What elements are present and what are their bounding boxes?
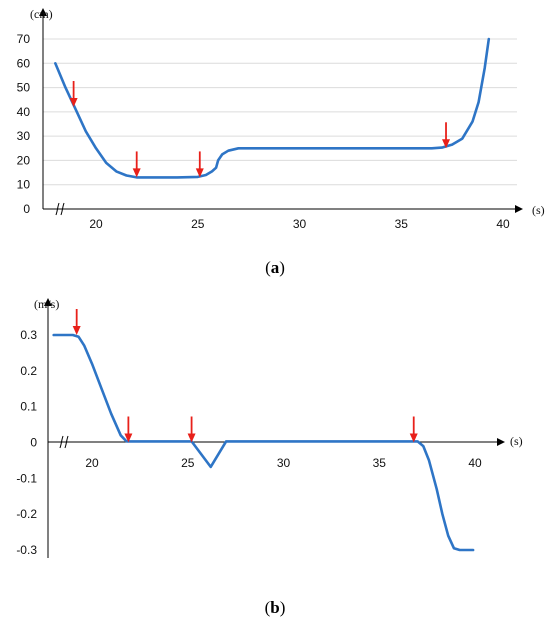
x-tick-label: 20 <box>85 456 99 470</box>
axis-break-icon <box>55 202 65 216</box>
x-tick-label: 30 <box>293 217 307 231</box>
event-arrow-icon <box>195 151 204 178</box>
event-arrow-icon <box>69 81 78 107</box>
x-unit-label: (s) <box>510 434 523 448</box>
series-line <box>54 37 491 179</box>
caption-a: (a) <box>0 258 550 278</box>
x-tick-label: 30 <box>277 456 291 470</box>
y-axis-arrow <box>44 298 52 306</box>
y-tick-label: -0.2 <box>16 507 37 521</box>
event-markers <box>69 81 451 178</box>
y-tick-label: 0 <box>30 436 37 450</box>
caption-b-letter: b <box>270 598 280 617</box>
event-arrow-icon <box>132 151 141 178</box>
x-tick-label: 25 <box>181 456 195 470</box>
y-tick-label: 0.3 <box>20 328 37 342</box>
x-tick-label: 40 <box>468 456 482 470</box>
event-arrow-icon <box>409 416 418 443</box>
x-tick-labels: 20 25 30 35 40 <box>85 456 482 470</box>
y-unit-label: (cm) <box>30 7 53 21</box>
y-axis-arrow <box>39 8 47 16</box>
x-tick-label: 40 <box>496 217 510 231</box>
event-arrow-icon <box>442 122 451 149</box>
grid-lines <box>43 38 517 186</box>
y-unit-label: (m/s) <box>34 297 59 311</box>
chart-a: 20 25 30 35 40 0 10 20 30 40 50 60 70 (cm) (s) <box>17 7 545 231</box>
event-arrow-icon <box>124 416 133 443</box>
y-tick-label: 0.1 <box>20 400 37 414</box>
x-axis-arrow <box>497 438 505 446</box>
x-tick-labels: 20 25 30 35 40 <box>89 217 510 231</box>
x-tick-label: 35 <box>373 456 387 470</box>
caption-b: (b) <box>0 598 550 618</box>
y-tick-label: -0.3 <box>16 543 37 557</box>
y-tick-label: 60 <box>17 56 31 70</box>
event-markers <box>72 309 418 443</box>
caption-b-open: ( <box>264 598 271 617</box>
y-tick-label: 40 <box>17 105 31 119</box>
y-tick-label: 20 <box>17 153 31 167</box>
y-tick-label: 50 <box>17 81 31 95</box>
x-tick-label: 25 <box>191 217 205 231</box>
event-arrow-icon <box>187 416 196 443</box>
caption-b-close: ) <box>279 598 286 617</box>
axis-break-icon <box>59 435 69 449</box>
caption-a-open: ( <box>265 258 271 277</box>
chart-b: 20 25 30 35 40 0.30.20.10-0.1-0.2-0.3 (m/s) … <box>16 297 523 558</box>
y-tick-label: -0.1 <box>16 471 37 485</box>
caption-a-close: ) <box>279 258 285 277</box>
y-tick-label: 0.2 <box>20 364 37 378</box>
x-tick-label: 20 <box>89 217 103 231</box>
y-tick-label: 30 <box>17 129 31 143</box>
y-tick-labels: 0.3 0.2 0.1 0 -0.1 -0.2 -0.3 <box>16 328 37 557</box>
y-tick-label: 0 <box>23 202 30 216</box>
y-tick-label: 70 <box>17 32 31 46</box>
y-tick-label: 10 <box>17 178 31 192</box>
y-tick-labels: 0 10 20 30 40 50 60 70 <box>17 32 31 216</box>
x-axis-arrow <box>515 205 523 213</box>
x-tick-label: 35 <box>395 217 409 231</box>
event-arrow-icon <box>72 309 81 335</box>
x-unit-label: (s) <box>532 203 545 217</box>
caption-a-letter: a <box>270 258 280 277</box>
